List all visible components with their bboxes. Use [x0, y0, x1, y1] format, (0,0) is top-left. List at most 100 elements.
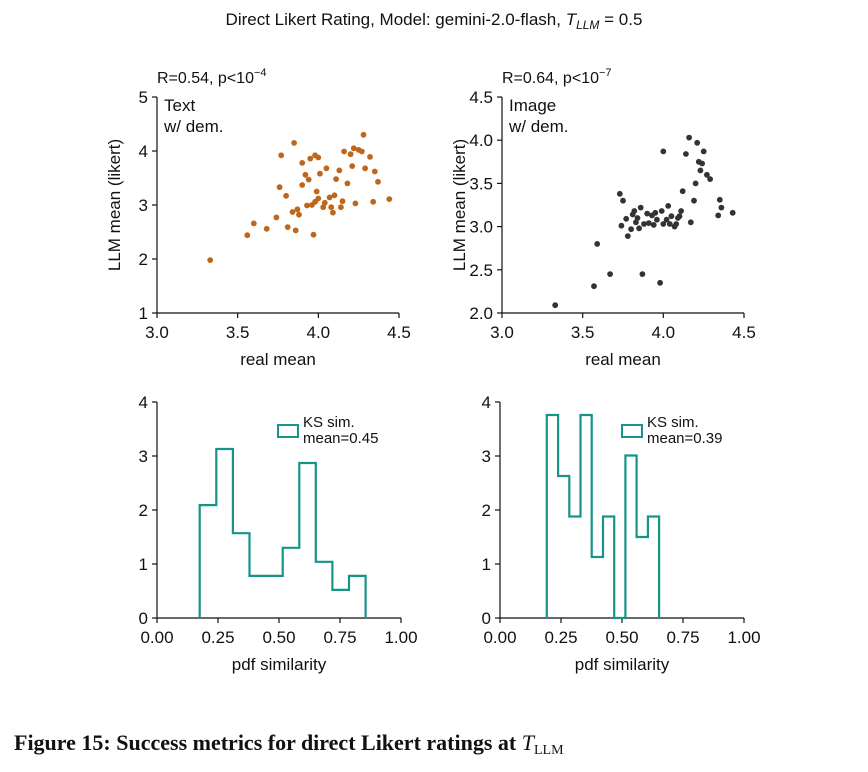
- scatter-point: [678, 208, 684, 214]
- x-tick-label: 3.5: [571, 323, 595, 342]
- scatter-point: [704, 171, 710, 178]
- scatter-point: [657, 279, 663, 286]
- scatter-point: [321, 199, 328, 206]
- histogram-bar: [233, 533, 250, 618]
- scatter-point: [639, 271, 646, 277]
- scatter-point: [683, 151, 689, 157]
- histogram-bar: [349, 576, 366, 618]
- scatter-point: [645, 220, 652, 227]
- histogram-bar: [283, 548, 300, 618]
- scatter-point: [676, 213, 683, 220]
- scatter-point: [317, 170, 323, 177]
- scatter-point: [207, 257, 214, 263]
- text-scatter-panel: 3.0 3.5 4.0 4.5 1 2 3 4 5 real mean LLM mean (like…: [105, 67, 411, 369]
- scatter-point: [591, 283, 597, 290]
- scatter-point: [338, 204, 344, 211]
- scatter-point: [276, 184, 283, 191]
- y-tick-label: 1: [482, 555, 491, 574]
- scatter-point: [665, 203, 672, 209]
- histogram-bar: [266, 576, 283, 618]
- scatter-point: [362, 165, 368, 172]
- scatter-point: [360, 131, 367, 138]
- scatter-point: [273, 214, 280, 221]
- scatter-point: [660, 148, 667, 155]
- scatter-point: [296, 211, 302, 218]
- x-tick-label: 4.5: [387, 323, 411, 342]
- scatter-point: [673, 221, 680, 227]
- x-tick-label: 3.5: [226, 323, 250, 342]
- y-tick-label: 0: [139, 609, 148, 628]
- legend-title: KS sim.: [303, 414, 355, 431]
- scatter-point: [350, 145, 357, 152]
- scatter-point: [291, 140, 297, 146]
- histogram-bar: [637, 537, 648, 618]
- scatter-point: [349, 163, 356, 170]
- y-tick-label: 3: [139, 447, 148, 466]
- legend-swatch: [621, 424, 643, 438]
- y-tick-label: 4.5: [469, 88, 493, 107]
- scatter-point: [299, 160, 306, 166]
- histogram-bar: [581, 415, 592, 618]
- scatter-point: [326, 194, 333, 201]
- y-tick-label: 1: [139, 304, 148, 323]
- scatter-point: [244, 232, 251, 239]
- panel-label-line: w/ dem.: [508, 117, 569, 136]
- x-tick-label: 1.00: [727, 628, 760, 647]
- scatter-point: [313, 188, 320, 195]
- stat-exponent: −7: [599, 67, 612, 79]
- scatter-point: [616, 190, 623, 197]
- y-tick-label: 3: [139, 196, 148, 215]
- y-tick-label: 3: [482, 447, 491, 466]
- stat-annotation: R=0.64, p<10−7: [502, 67, 612, 87]
- y-tick-label: 4: [139, 393, 148, 412]
- scatter-point: [294, 206, 301, 213]
- scatter-point: [620, 197, 626, 204]
- scatter-point: [278, 152, 285, 159]
- scatter-point: [729, 209, 736, 216]
- scatter-point: [663, 216, 670, 223]
- y-tick-label: 2: [139, 501, 148, 520]
- histogram-bar: [200, 505, 217, 618]
- stat-exponent: −4: [254, 67, 267, 79]
- scatter-point: [250, 220, 257, 227]
- x-tick-label: 3.0: [145, 323, 169, 342]
- x-tick-label: 0.75: [323, 628, 356, 647]
- scatter-point: [305, 176, 312, 183]
- scatter-point: [375, 178, 381, 185]
- x-tick-label: 4.0: [307, 323, 331, 342]
- scatter-point: [631, 208, 638, 214]
- figure-title: Direct Likert Rating, Model: gemini-2.0-…: [226, 10, 643, 32]
- scatter-point: [292, 227, 299, 234]
- figure-caption: Figure 15: Success metrics for direct Li…: [14, 730, 864, 764]
- scatter-point: [668, 213, 675, 220]
- scatter-point: [624, 233, 631, 240]
- x-tick-label: 0.50: [605, 628, 638, 647]
- caption-text: Figure 15: Success metrics for direct Li…: [14, 730, 522, 755]
- histogram-outline: [545, 413, 661, 620]
- stat-prefix: R=0.54, p<10: [157, 70, 254, 87]
- x-axis-label: real mean: [585, 350, 661, 369]
- histogram-bar: [299, 463, 316, 618]
- stat-prefix: R=0.64, p<10: [502, 70, 599, 87]
- scatter-point: [691, 197, 697, 204]
- scatter-point: [386, 196, 393, 203]
- scatter-point: [283, 192, 289, 199]
- scatter-point: [302, 171, 309, 178]
- x-tick-label: 3.0: [490, 323, 514, 342]
- histogram-bar: [250, 576, 267, 618]
- scatter-point: [339, 198, 346, 205]
- figure-title-suffix: = 0.5: [599, 10, 642, 29]
- scatter-point: [315, 154, 322, 161]
- scatter-point: [323, 165, 330, 172]
- scatter-point: [594, 241, 601, 247]
- scatter-point: [315, 195, 322, 202]
- caption-symbol: T: [521, 730, 534, 755]
- y-tick-label: 5: [139, 88, 148, 107]
- scatter-point: [320, 204, 327, 211]
- panel-label-line: w/ dem.: [163, 117, 224, 136]
- figure: Direct Likert Rating, Model: gemini-2.0-…: [105, 10, 761, 674]
- y-tick-label: 4: [482, 393, 491, 412]
- scatter-point: [694, 139, 701, 146]
- histogram-bar: [332, 590, 349, 618]
- histogram-bar: [569, 517, 580, 619]
